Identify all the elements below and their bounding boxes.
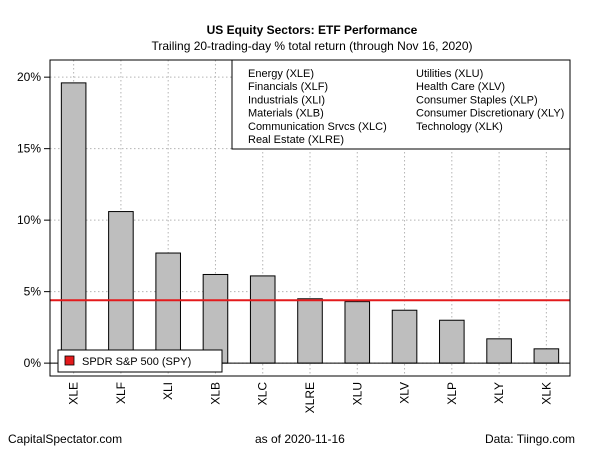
y-axis: 0% 5% 10% 15% 20% [17, 70, 50, 370]
y-tick-label: 10% [17, 213, 41, 227]
reference-legend-swatch [64, 355, 75, 366]
x-tick-label: XLP [445, 382, 459, 405]
bar-xli [155, 252, 181, 364]
bar-xlk [533, 348, 560, 364]
bar-xle [60, 82, 87, 364]
legend-entry: Real Estate (XLRE) [248, 134, 344, 146]
bar-xly [486, 338, 512, 364]
x-axis: XLE XLF XLI XLB XLC XLRE XLU XLV XLP XLY XLK [67, 382, 554, 414]
reference-legend-label: SPDR S&P 500 (SPY) [82, 356, 191, 368]
bar-xlre [297, 298, 323, 364]
reference-legend-box [57, 349, 223, 373]
bar-xlf [108, 211, 134, 364]
x-tick-label: XLF [114, 382, 128, 404]
legend-entry: Technology (XLK) [416, 121, 503, 133]
sector-legend: Energy (XLE)Financials (XLF)Industrials … [231, 59, 571, 150]
x-tick-label: XLK [539, 382, 553, 405]
legend-entry: Consumer Discretionary (XLY) [416, 108, 564, 120]
legend-entry: Communication Srvcs (XLC) [248, 121, 387, 133]
bar-xlc [249, 275, 276, 364]
legend-entry: Financials (XLF) [248, 81, 328, 93]
x-tick-label: XLRE [303, 382, 317, 413]
bar-xlu [344, 301, 371, 364]
legend-entry: Materials (XLB) [248, 108, 324, 120]
sector-legend-box [231, 59, 571, 150]
x-tick-label: XLE [67, 382, 81, 405]
chart-title: US Equity Sectors: ETF Performance [207, 23, 418, 37]
legend-entry: Consumer Staples (XLP) [416, 94, 538, 106]
footer-date: as of 2020-11-16 [255, 432, 345, 446]
x-tick-label: XLB [208, 382, 222, 405]
legend-entry: Energy (XLE) [248, 68, 314, 80]
y-tick-label: 20% [17, 70, 41, 84]
legend-entry: Utilities (XLU) [416, 68, 483, 80]
x-tick-label: XLI [161, 382, 175, 400]
legend-entry: Health Care (XLV) [416, 81, 505, 93]
x-tick-label: XLU [350, 382, 364, 405]
bar-xlv [391, 309, 418, 364]
y-tick-label: 15% [17, 142, 41, 156]
x-tick-label: XLC [256, 382, 270, 406]
chart-subtitle: Trailing 20-trading-day % total return (… [151, 39, 472, 53]
footer-data-credit: Data: Tiingo.com [484, 432, 575, 446]
x-tick-label: XLY [492, 382, 506, 404]
bar-xlp [439, 319, 465, 364]
footer-source: CapitalSpectator.com [8, 432, 123, 446]
reference-legend: SPDR S&P 500 (SPY) [57, 349, 223, 373]
plot-frame [49, 59, 571, 377]
legend-entry: Industrials (XLI) [248, 94, 325, 106]
y-tick-label: 5% [24, 285, 42, 299]
x-tick-label: XLV [398, 382, 412, 404]
y-tick-label: 0% [24, 356, 42, 370]
